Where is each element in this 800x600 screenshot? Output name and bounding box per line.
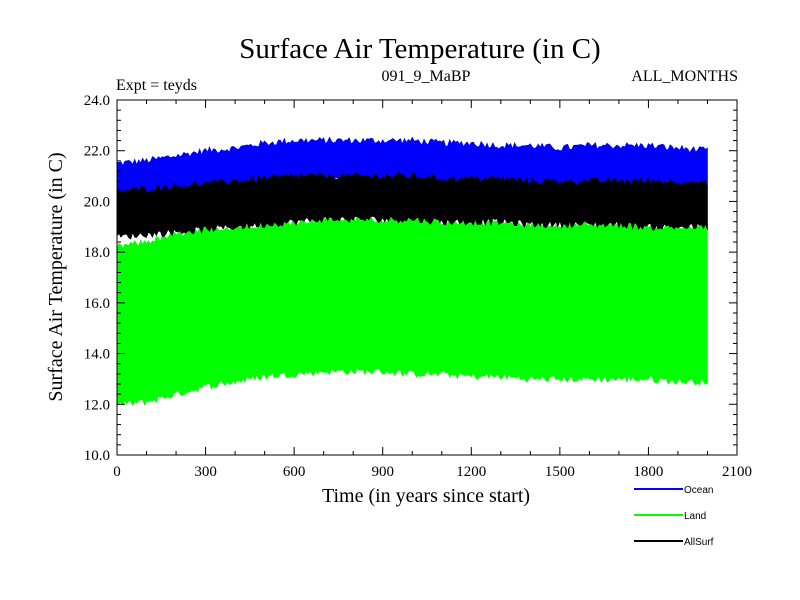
x-tick-label: 600 — [283, 464, 306, 480]
x-tick-label: 0 — [113, 464, 121, 480]
legend-label-land: Land — [684, 511, 706, 522]
legend: Ocean Land AllSurf — [634, 485, 714, 548]
y-tick-label: 18.0 — [84, 245, 110, 261]
x-tick-label: 1200 — [456, 464, 486, 480]
experiment-label: Expt = teyds — [116, 77, 197, 94]
plot-frame — [116, 99, 738, 456]
y-tick-label: 22.0 — [84, 144, 110, 160]
series-envelopes — [116, 136, 708, 407]
y-tick-label: 10.0 — [84, 448, 110, 464]
period-label: 091_9_MaBP — [382, 68, 471, 85]
y-tick-label: 16.0 — [84, 296, 110, 312]
y-tick-label: 24.0 — [84, 93, 110, 109]
x-axis-title: Time (in years since start) — [322, 485, 530, 507]
legend-label-allsurf: AllSurf — [684, 537, 714, 548]
chart-title: Surface Air Temperature (in C) — [239, 33, 600, 65]
x-tick-label: 300 — [194, 464, 217, 480]
y-tick-label: 14.0 — [84, 347, 110, 363]
y-tick-label: 12.0 — [84, 397, 110, 413]
series-land-envelope — [116, 214, 708, 407]
x-tick-label: 1500 — [545, 464, 575, 480]
axis-tick-labels: 0 300 600 900 1200 1500 1800 2100 10.0 12.0 14.0 16… — [84, 93, 752, 480]
y-tick-label: 20.0 — [84, 194, 110, 210]
legend-label-ocean: Ocean — [684, 485, 713, 496]
x-tick-label: 900 — [371, 464, 394, 480]
x-tick-label: 1800 — [633, 464, 663, 480]
series-allsurf-envelope — [116, 171, 708, 240]
months-label: ALL_MONTHS — [631, 68, 738, 85]
y-axis-title: Surface Air Temperature (in C) — [45, 152, 67, 401]
x-tick-label: 2100 — [722, 464, 752, 480]
